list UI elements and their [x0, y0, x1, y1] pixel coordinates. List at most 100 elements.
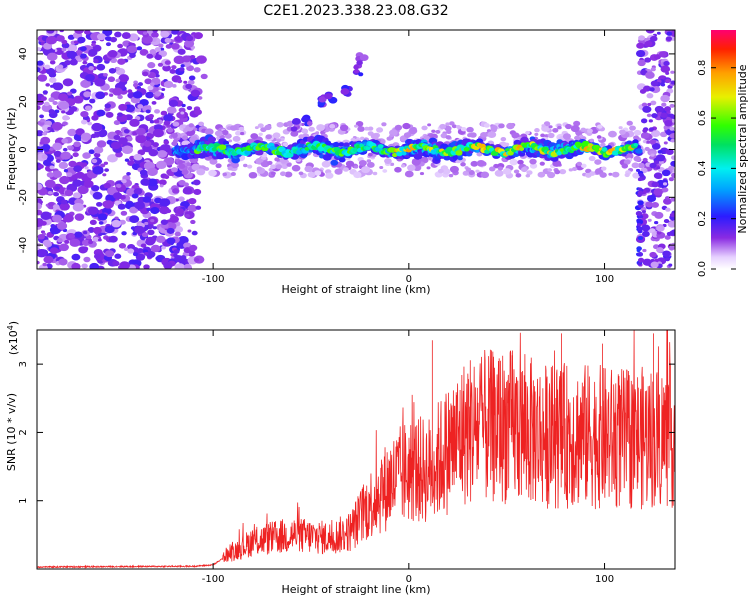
heatmap-cell — [281, 164, 288, 170]
heatmap-cell — [117, 43, 124, 49]
heatmap-cell — [669, 212, 675, 218]
heatmap-cell — [635, 49, 646, 58]
heatmap-cell — [104, 103, 111, 109]
heatmap-cell — [490, 125, 498, 131]
heatmap-cell — [79, 46, 87, 52]
heatmap-cell — [93, 58, 99, 64]
heatmap-cell — [58, 161, 69, 169]
heatmap-cell — [655, 154, 666, 162]
heatmap-cell — [80, 79, 91, 88]
heatmap-cell — [159, 206, 170, 215]
heatmap-cell — [59, 202, 70, 211]
heatmap-cell — [96, 201, 103, 207]
heatmap-cell — [159, 47, 165, 51]
heatmap-cell — [636, 249, 641, 253]
heatmap-cell — [670, 80, 675, 85]
heatmap-cell — [265, 134, 272, 140]
heatmap-cell — [364, 126, 370, 131]
heatmap-cell — [73, 141, 81, 148]
heatmap-cell — [97, 238, 102, 242]
heatmap-cell — [208, 169, 217, 177]
heatmap-cell — [84, 30, 91, 35]
heatmap-cell — [104, 168, 110, 172]
heatmap-cell — [96, 63, 106, 71]
heatmap-cell — [483, 123, 490, 128]
heatmap-cell — [660, 94, 670, 103]
spectrogram-panel: -100 0 100 -40 -20 0 20 40 Height of straight l… — [5, 29, 676, 296]
heatmap-cell — [104, 250, 115, 258]
heatmap-cell — [340, 88, 350, 95]
heatmap-cell — [180, 111, 185, 115]
heatmap-cell — [557, 125, 562, 130]
heatmap-cell — [127, 248, 135, 254]
heatmap-cell — [260, 160, 270, 168]
heatmap-cell — [318, 96, 327, 103]
heatmap-cell — [80, 119, 88, 125]
heatmap-cell — [82, 230, 88, 235]
heatmap-cell — [47, 190, 53, 195]
heatmap-cell — [103, 182, 111, 189]
heatmap-cell — [153, 119, 160, 124]
heatmap-cell — [506, 122, 515, 130]
heatmap-cell — [117, 203, 126, 210]
heatmap-cell — [526, 170, 533, 175]
heatmap-cell — [98, 233, 102, 237]
heatmap-cell — [466, 126, 474, 133]
heatmap-cell — [51, 122, 63, 131]
heatmap-cell — [147, 167, 158, 176]
heatmap-cell — [68, 160, 77, 168]
heatmap-cell — [392, 153, 398, 158]
heatmap-cell — [548, 125, 553, 129]
heatmap-cell — [73, 95, 84, 104]
heatmap-cell — [229, 125, 238, 131]
heatmap-cell — [149, 120, 155, 124]
heatmap-cell — [662, 182, 668, 186]
heatmap-cell — [118, 74, 130, 83]
heatmap-cell — [160, 110, 168, 116]
heatmap-cell — [529, 163, 538, 169]
heatmap-cell — [129, 215, 140, 224]
heatmap-cell — [665, 207, 671, 212]
heatmap-cell — [80, 132, 92, 141]
heatmap-cell — [97, 213, 108, 221]
heatmap-cell — [155, 160, 167, 170]
heatmap-cell — [329, 124, 336, 129]
heatmap-cell — [663, 219, 670, 224]
heatmap-cell — [37, 218, 44, 228]
heatmap-cell — [460, 127, 467, 132]
heatmap-cell — [646, 113, 652, 118]
heatmap-cell — [177, 79, 183, 84]
heatmap-cell — [121, 32, 131, 39]
heatmap-cell — [59, 30, 64, 33]
heatmap-cell — [437, 168, 444, 174]
heatmap-cell — [500, 136, 507, 142]
heatmap-cell — [82, 60, 88, 65]
heatmap-cell — [585, 172, 592, 178]
heatmap-cell — [394, 166, 402, 173]
heatmap-cell — [157, 150, 168, 158]
snr-ylabel: SNR (10 * v/v) — [5, 393, 18, 471]
heatmap-cell — [162, 64, 171, 72]
heatmap-cell — [119, 261, 131, 269]
heatmap-cell — [166, 237, 176, 245]
heatmap-cell — [640, 118, 648, 124]
heatmap-cell — [43, 255, 54, 264]
heatmap-cell — [638, 172, 644, 177]
snr-frame — [36, 329, 676, 570]
spectrogram-ytick-label: 0 — [18, 146, 29, 152]
heatmap-cell — [56, 237, 63, 243]
heatmap-cell — [141, 35, 153, 44]
heatmap-cell — [59, 176, 70, 185]
heatmap-cell — [39, 141, 44, 145]
heatmap-cell — [64, 239, 70, 244]
heatmap-cell — [470, 160, 479, 167]
heatmap-cell — [445, 122, 450, 126]
heatmap-cell — [636, 253, 641, 257]
heatmap-cell — [53, 150, 62, 158]
heatmap-cell — [171, 141, 178, 146]
heatmap-cell — [656, 247, 664, 254]
heatmap-cell — [57, 64, 64, 69]
heatmap-cell — [366, 161, 375, 168]
heatmap-cell — [670, 197, 675, 202]
